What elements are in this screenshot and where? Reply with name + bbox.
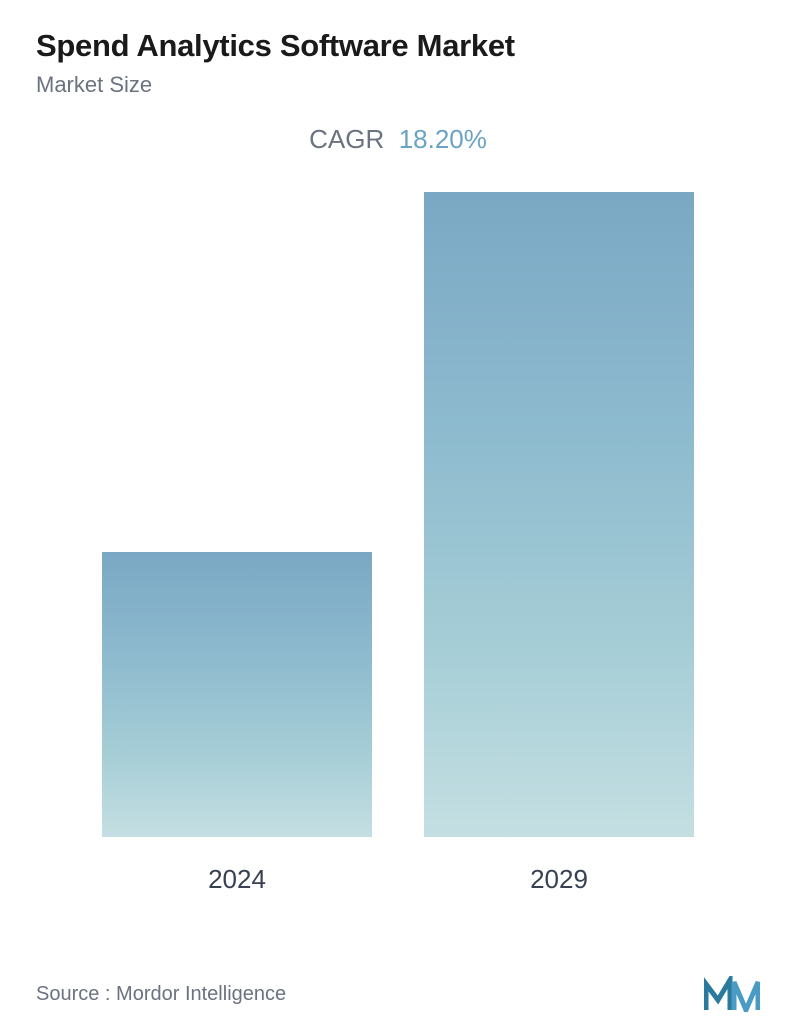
- footer: Source : Mordor Intelligence: [36, 976, 760, 1012]
- bar-group-1: [424, 192, 694, 837]
- bar-1: [424, 192, 694, 837]
- chart-title: Spend Analytics Software Market: [36, 28, 760, 64]
- chart-subtitle: Market Size: [36, 72, 760, 98]
- mordor-logo-icon: [704, 976, 760, 1012]
- cagr-value: 18.20%: [399, 124, 487, 154]
- bar-group-0: [102, 552, 372, 837]
- x-axis-labels: 2024 2029: [46, 864, 750, 895]
- x-label-1: 2029: [424, 864, 694, 895]
- bars-container: [46, 177, 750, 837]
- cagr-row: CAGR 18.20%: [36, 124, 760, 155]
- cagr-label: CAGR: [309, 124, 384, 154]
- x-label-0: 2024: [102, 864, 372, 895]
- source-text: Source : Mordor Intelligence: [36, 983, 286, 1006]
- bar-0: [102, 552, 372, 837]
- chart-area: 2024 2029: [46, 175, 750, 895]
- chart-container: Spend Analytics Software Market Market S…: [0, 0, 796, 1034]
